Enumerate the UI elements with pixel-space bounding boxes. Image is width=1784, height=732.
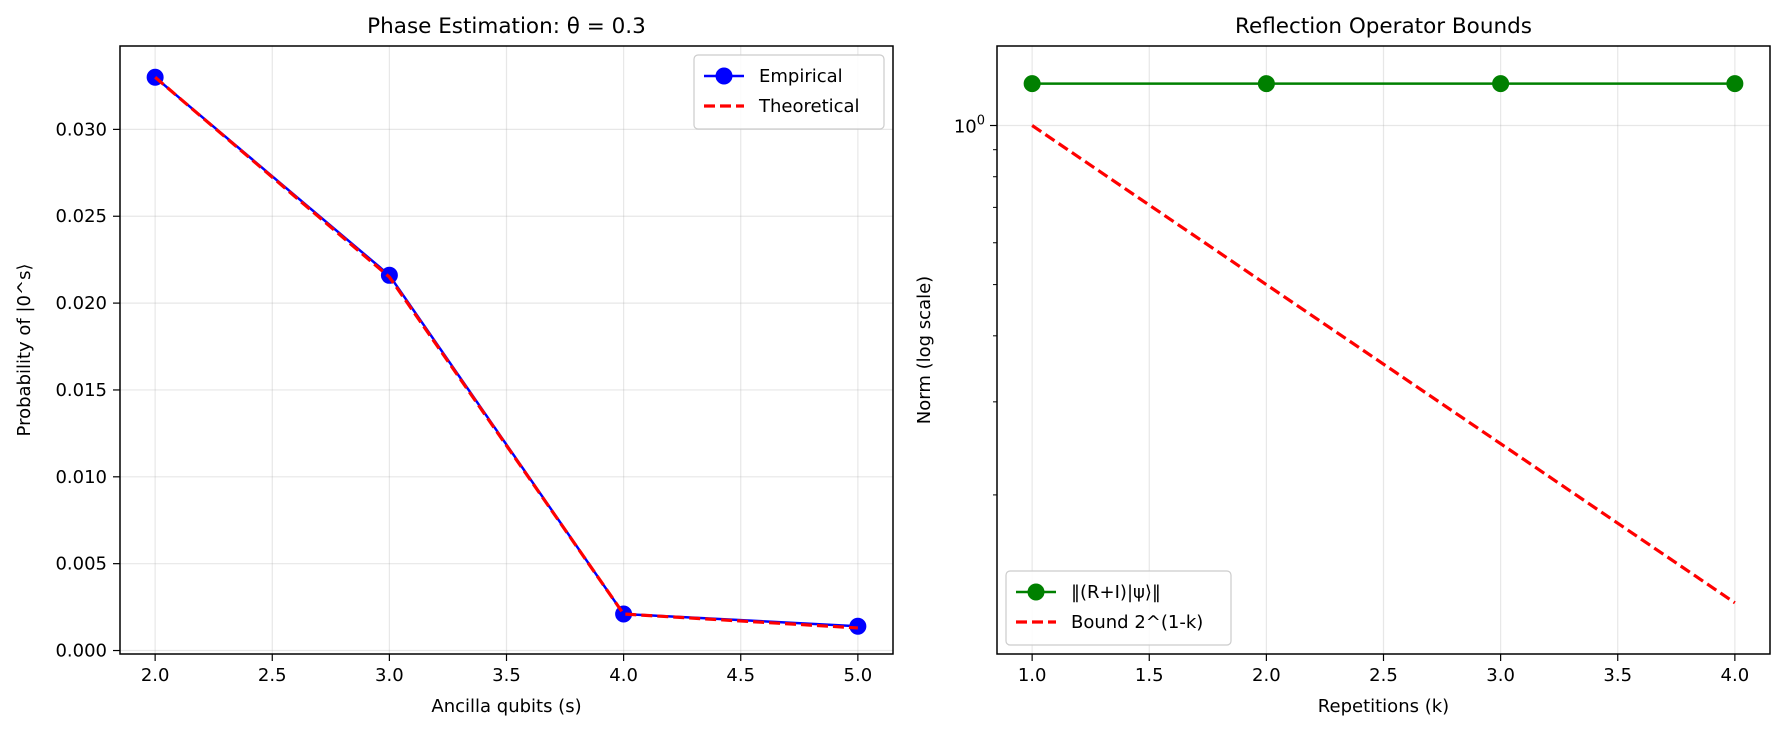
x-tick-label: 3.0	[1486, 665, 1515, 686]
y-tick-label: 0.005	[55, 554, 107, 575]
plot-frame	[996, 45, 1771, 655]
y-axis-label: Norm (log scale)	[914, 276, 935, 424]
legend-label-0: ‖(R+I)|ψ⟩‖	[1071, 582, 1161, 603]
legend: Empirical Theoretical	[693, 54, 885, 130]
x-axis-label: Ancilla qubits (s)	[431, 696, 581, 717]
legend-label-1: Theoretical	[758, 96, 860, 117]
chart-title: Phase Estimation: θ = 0.3	[367, 14, 646, 39]
x-tick-label: 1.5	[1135, 665, 1164, 686]
chart-title: Reflection Operator Bounds	[1235, 14, 1532, 39]
y-tick-label: 100	[954, 114, 985, 138]
x-tick-label: 2.5	[258, 665, 287, 686]
y-axis-label: Probability of |0^s⟩	[14, 264, 35, 437]
x-axis-label: Repetitions (k)	[1318, 696, 1449, 717]
y-tick-label: 0.030	[55, 119, 107, 140]
y-tick-label: 0.025	[55, 206, 107, 227]
x-tick-label: 4.5	[726, 665, 755, 686]
legend-marker	[1027, 583, 1045, 601]
y-tick-label-exponent: 0	[977, 114, 985, 129]
y-tick-label: 0.015	[55, 380, 107, 401]
x-tick-label: 2.5	[1369, 665, 1398, 686]
series-line-1	[1031, 124, 1736, 605]
legend-marker	[715, 67, 733, 85]
x-tick-label: 4.0	[1721, 665, 1750, 686]
x-tick-label: 2.0	[141, 665, 170, 686]
legend-box	[1005, 570, 1232, 646]
y-tick-label: 0.010	[55, 467, 107, 488]
x-tick-label: 5.0	[844, 665, 873, 686]
phase-estimation-chart: 2.0 2.5 3.0 3.5 4.0 4.5 5.0 0.000 0.005 0.010 0.01…	[14, 14, 894, 717]
plot-frame	[119, 45, 894, 655]
x-tick-label: 4.0	[609, 665, 638, 686]
legend-box	[693, 54, 885, 130]
legend-label-1: Bound 2^(1-k)	[1071, 612, 1203, 633]
x-tick-label: 3.5	[492, 665, 521, 686]
x-tick-label: 1.0	[1018, 665, 1047, 686]
y-tick-label-base: 10	[954, 117, 977, 138]
reflection-bounds-chart: 1.0 1.5 2.0 2.5 3.0 3.5 4.0 100 Reflection Opera…	[914, 14, 1771, 717]
data-point	[1257, 75, 1275, 93]
x-tick-label: 3.0	[375, 665, 404, 686]
x-tick-label: 3.5	[1603, 665, 1632, 686]
legend: ‖(R+I)|ψ⟩‖ Bound 2^(1-k)	[1005, 570, 1232, 646]
y-tick-label: 0.000	[55, 641, 107, 662]
data-point	[1726, 75, 1744, 93]
data-point	[1023, 75, 1041, 93]
data-point	[1492, 75, 1510, 93]
y-tick-label: 0.020	[55, 293, 107, 314]
series-line-1	[154, 76, 858, 630]
legend-label-0: Empirical	[759, 66, 843, 87]
x-tick-label: 2.0	[1252, 665, 1281, 686]
